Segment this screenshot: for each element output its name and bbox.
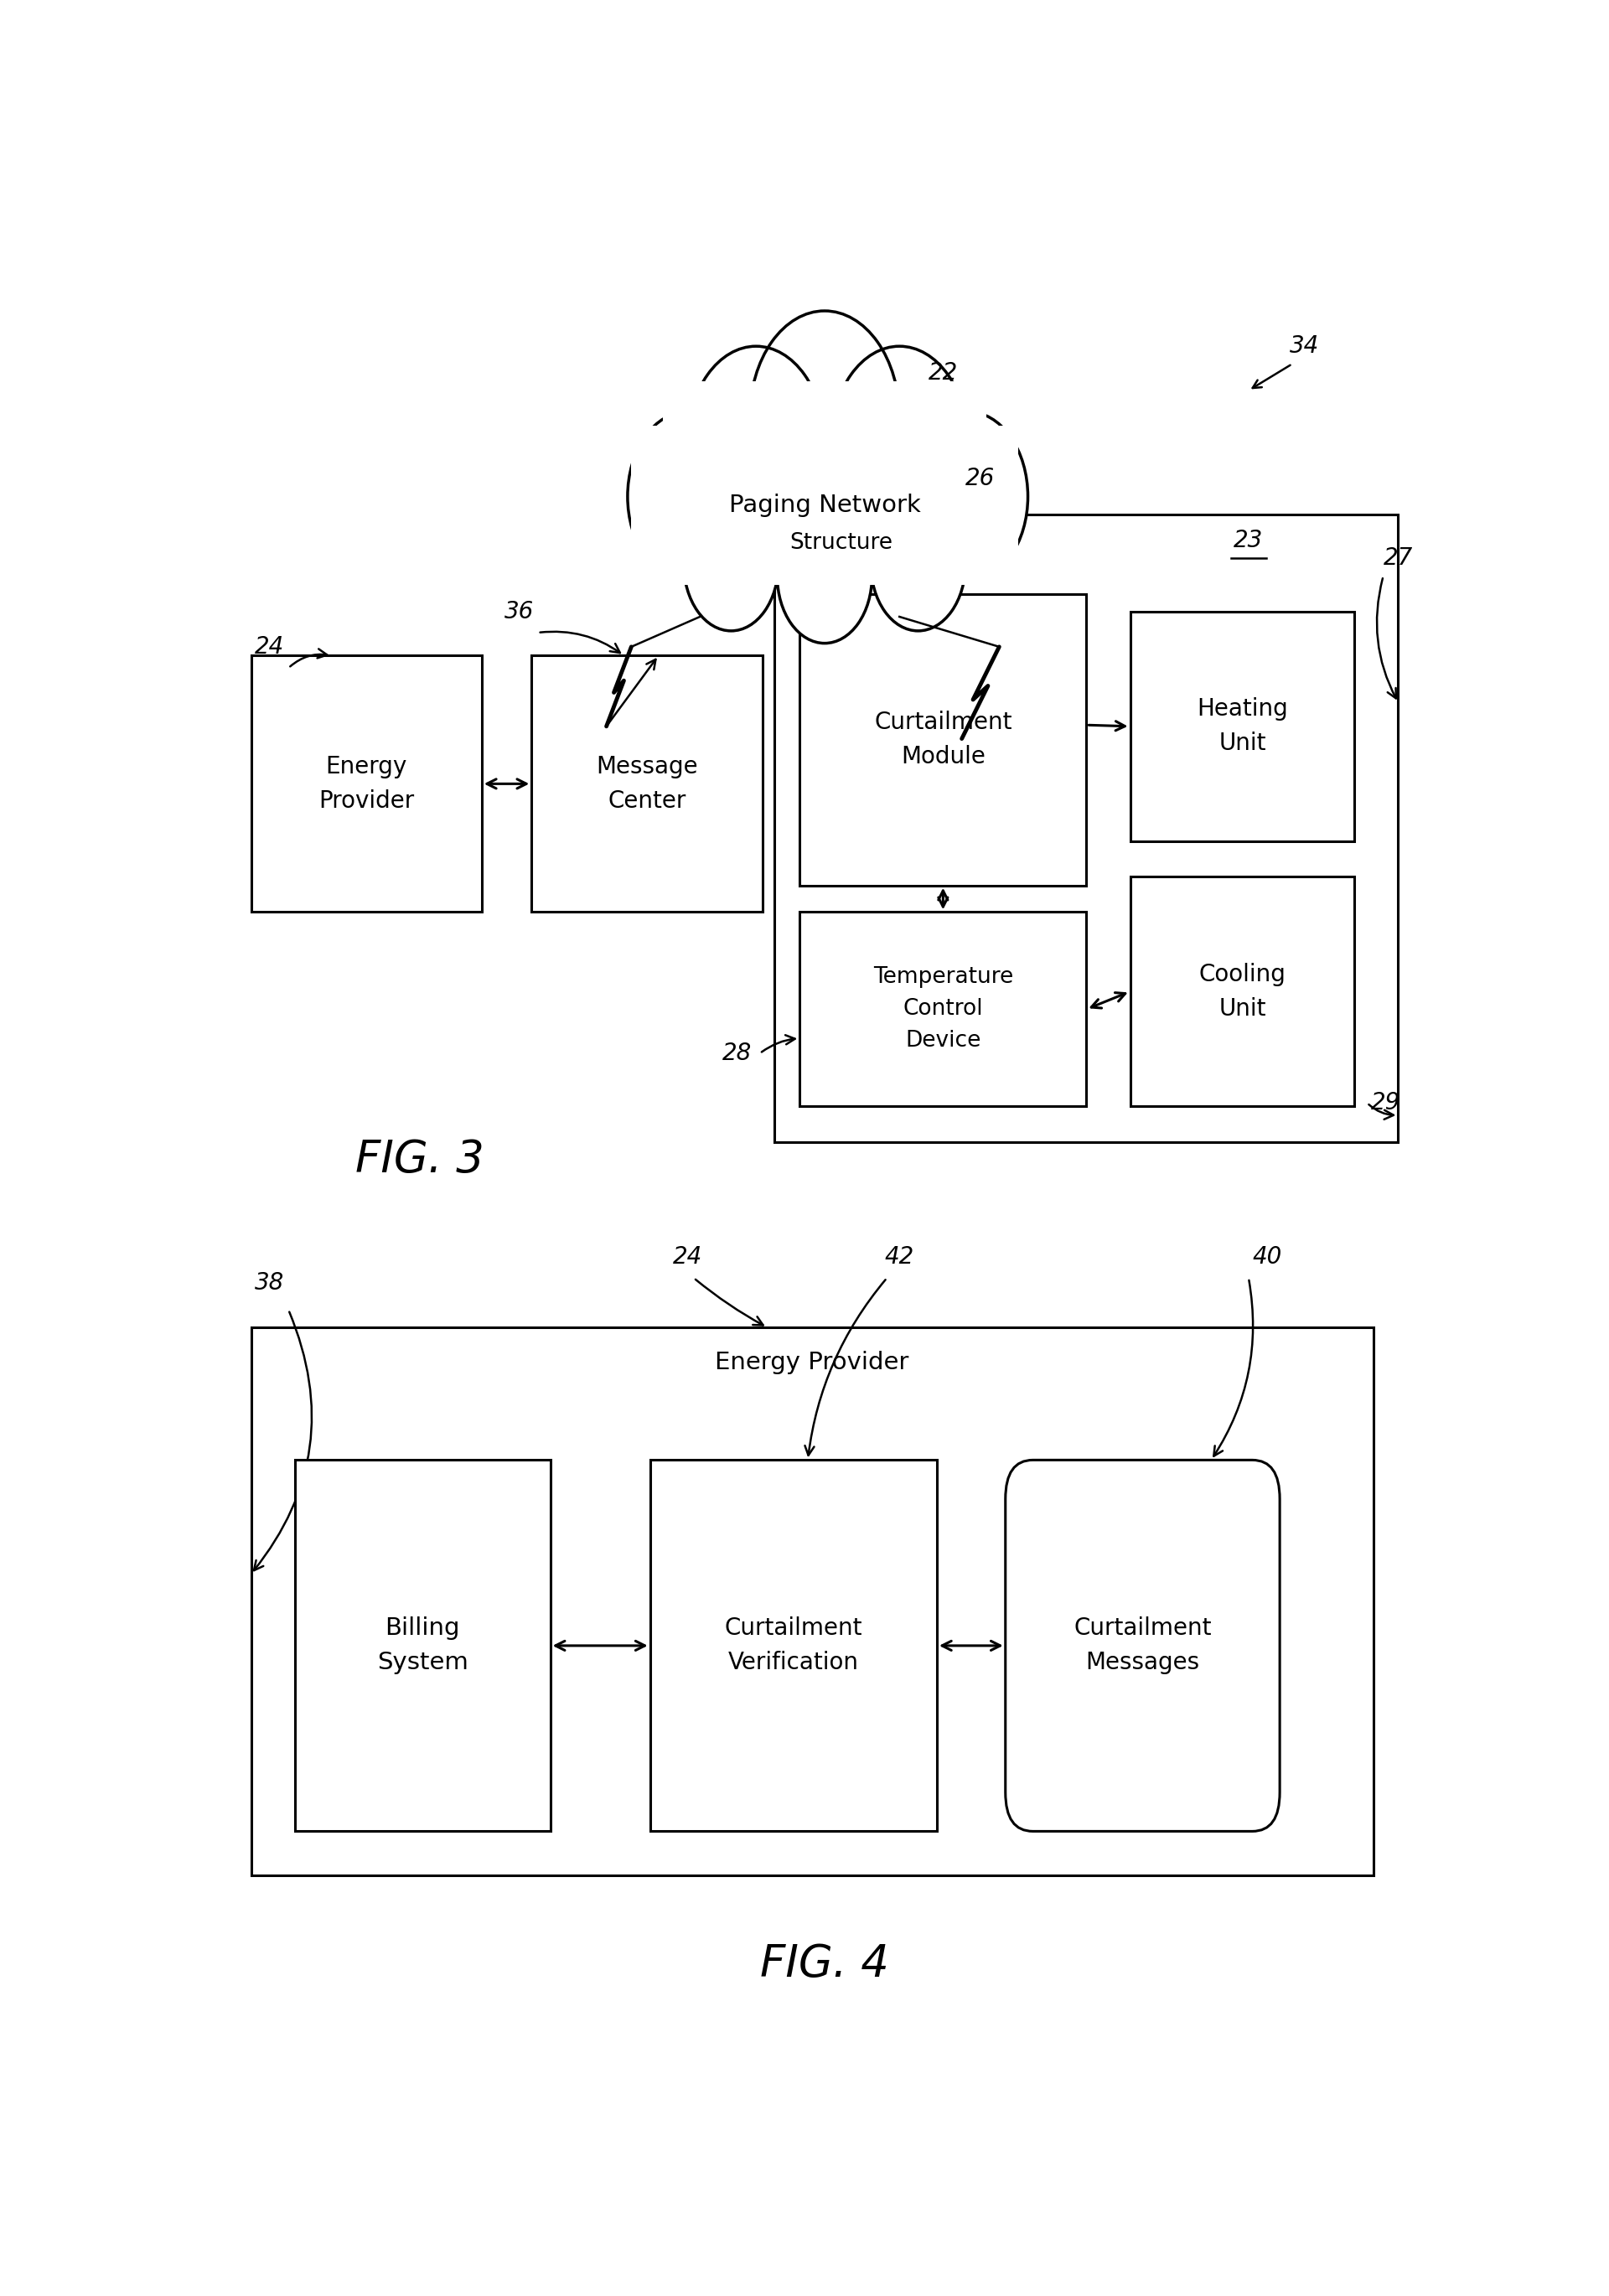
Bar: [800, 595, 1086, 886]
Text: 28: 28: [722, 1042, 751, 1065]
Bar: [631, 425, 1018, 585]
Text: Curtailment
Messages: Curtailment Messages: [1073, 1616, 1212, 1674]
Bar: [531, 657, 763, 912]
Text: Curtailment
Verification: Curtailment Verification: [724, 1616, 862, 1674]
Text: 40: 40: [1252, 1244, 1282, 1267]
Ellipse shape: [907, 411, 1028, 581]
Text: Cooling
Unit: Cooling Unit: [1199, 962, 1286, 1019]
Text: Paging Network: Paging Network: [729, 494, 920, 517]
Text: 24: 24: [254, 636, 285, 659]
Text: 42: 42: [885, 1244, 914, 1267]
Text: 38: 38: [254, 1272, 285, 1295]
Text: Energy Provider: Energy Provider: [714, 1350, 909, 1373]
Bar: [663, 381, 986, 523]
Ellipse shape: [750, 310, 899, 523]
Bar: [251, 657, 481, 912]
Text: 24: 24: [673, 1244, 702, 1267]
Ellipse shape: [628, 411, 747, 581]
Text: Curtailment
Module: Curtailment Module: [874, 709, 1012, 769]
Text: Billing
System: Billing System: [377, 1616, 468, 1674]
Ellipse shape: [684, 496, 779, 631]
Bar: [776, 514, 1398, 1141]
Ellipse shape: [830, 347, 969, 542]
Text: FIG. 3: FIG. 3: [356, 1139, 484, 1180]
Text: Message
Center: Message Center: [595, 755, 698, 813]
Text: FIG. 4: FIG. 4: [759, 1942, 890, 1986]
Text: 36: 36: [504, 599, 534, 622]
Text: Energy
Provider: Energy Provider: [319, 755, 414, 813]
Bar: [650, 1460, 936, 1832]
Ellipse shape: [870, 496, 965, 631]
Text: 22: 22: [928, 360, 957, 383]
Text: 29: 29: [1371, 1091, 1400, 1114]
Ellipse shape: [687, 347, 824, 542]
FancyBboxPatch shape: [1006, 1460, 1279, 1832]
Bar: [800, 912, 1086, 1107]
Text: Temperature
Control
Device: Temperature Control Device: [874, 967, 1014, 1052]
Text: 27: 27: [1384, 546, 1413, 569]
Bar: [1130, 877, 1355, 1107]
Text: 34: 34: [1290, 335, 1319, 358]
Text: Structure: Structure: [790, 533, 893, 553]
Text: Heating
Unit: Heating Unit: [1197, 698, 1287, 755]
Text: 23: 23: [1234, 528, 1263, 553]
Ellipse shape: [777, 510, 872, 643]
Text: 26: 26: [965, 466, 996, 491]
Bar: [294, 1460, 550, 1832]
Bar: [1130, 611, 1355, 840]
Bar: [251, 1327, 1374, 1876]
